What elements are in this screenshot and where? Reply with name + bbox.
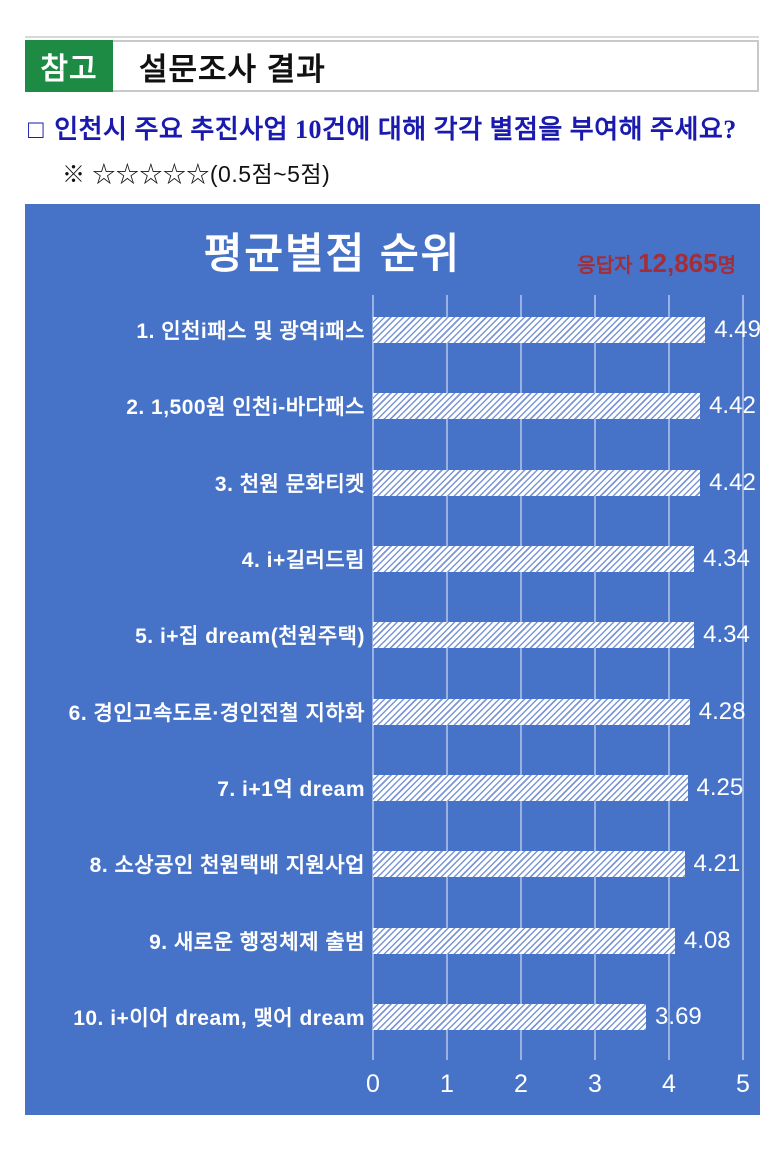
gridline	[372, 295, 374, 1060]
bar-label: 3. 천원 문화티켓	[214, 472, 365, 496]
x-axis-label: 3	[588, 1070, 602, 1098]
bar-row: 8. 소상공인 천원택배 지원사업 4.21	[25, 826, 760, 902]
reference-badge: 참고	[25, 40, 113, 92]
bar	[373, 698, 690, 725]
bar-label: 5. i+집 dream(천원주택)	[135, 625, 365, 649]
bar	[373, 774, 688, 801]
bar	[373, 546, 695, 573]
bar	[373, 317, 706, 344]
bar-row: 2. 1,500원 인천i-바다패스 4.42	[25, 368, 760, 444]
bar-row: 7. i+1억 dream 4.25	[25, 750, 760, 826]
bar	[373, 622, 695, 649]
survey-question-text: 인천시 주요 추진사업 10건에 대해 각각 별점을 부여해 주세요?	[54, 115, 737, 144]
chart-panel: 평균별점 순위 응답자 12,865명 1. 인천i패스 및 광역i패스 4.49…	[25, 204, 761, 1115]
survey-question: □ 인천시 주요 추진사업 10건에 대해 각각 별점을 부여해 주세요?	[28, 109, 759, 146]
bar-label: 9. 새로운 행정체제 출범	[149, 930, 365, 954]
gridline	[668, 295, 670, 1060]
bar	[373, 1003, 647, 1030]
bar-value: 4.25	[696, 773, 744, 801]
bar-label: 7. i+1억 dream	[217, 777, 365, 801]
header-top-rule	[25, 36, 759, 38]
bar-value: 4.08	[683, 926, 731, 954]
respondents-number: 12,865	[638, 248, 718, 278]
respondents-suffix: 명	[717, 255, 736, 277]
bar-label: 4. i+길러드림	[241, 549, 365, 573]
bar	[373, 469, 701, 496]
bar-row: 5. i+집 dream(천원주택) 4.34	[25, 597, 760, 673]
x-axis: 0 1 2 3 4 5	[366, 1070, 750, 1104]
bar-row: 4. i+길러드림 4.34	[25, 521, 760, 597]
bar-value: 4.28	[698, 697, 746, 725]
header: 참고 설문조사 결과	[25, 36, 759, 92]
bar-value: 4.21	[693, 850, 741, 878]
header-band: 참고 설문조사 결과	[25, 40, 759, 92]
bar-value: 4.42	[709, 468, 756, 496]
bar-label: 10. i+이어 dream, 맺어 dream	[73, 1006, 365, 1030]
x-axis-label: 4	[662, 1070, 676, 1098]
bar-row: 6. 경인고속도로·경인전철 지하화 4.28	[25, 673, 760, 749]
bar-row: 1. 인천i패스 및 광역i패스 4.49	[25, 292, 761, 368]
star-scale-note: ※ ☆☆☆☆☆(0.5점~5점)	[62, 161, 331, 187]
gridline	[594, 295, 596, 1060]
bar-row: 10. i+이어 dream, 맺어 dream 3.69	[25, 979, 760, 1055]
bar-value: 4.42	[709, 392, 756, 420]
bar-rows: 1. 인천i패스 및 광역i패스 4.49 2. 1,500원 인천i-바다패스 4.…	[25, 292, 761, 1055]
bar-label: 6. 경인고속도로·경인전철 지하화	[68, 701, 365, 725]
x-axis-label: 5	[736, 1070, 750, 1098]
bar-row: 9. 새로운 행정체제 출범 4.08	[25, 902, 760, 978]
chart-title: 평균별점 순위	[203, 230, 462, 277]
respondents-label: 응답자	[577, 255, 639, 277]
bar-label: 8. 소상공인 천원택배 지원사업	[89, 854, 365, 878]
bar	[373, 851, 685, 878]
gridline	[742, 295, 744, 1060]
bar-value: 3.69	[655, 1002, 702, 1030]
bar-value: 4.49	[714, 316, 761, 344]
bar-value: 4.34	[703, 545, 750, 573]
page-title: 설문조사 결과	[113, 40, 759, 92]
bar-value: 4.34	[703, 621, 750, 649]
bar-row: 3. 천원 문화티켓 4.42	[25, 445, 760, 521]
checkbox-bullet-icon: □	[28, 115, 45, 144]
bar-label: 2. 1,500원 인천i-바다패스	[126, 396, 365, 420]
bar	[373, 927, 675, 954]
plot-area	[372, 295, 744, 1060]
gridline	[446, 295, 448, 1060]
x-axis-label: 2	[514, 1070, 528, 1098]
x-axis-label: 0	[366, 1070, 380, 1098]
x-axis-label: 1	[440, 1070, 454, 1098]
respondents-count: 응답자 12,865명	[577, 248, 736, 279]
gridline	[520, 295, 522, 1060]
bar	[373, 393, 701, 420]
bar-label: 1. 인천i패스 및 광역i패스	[136, 320, 365, 344]
